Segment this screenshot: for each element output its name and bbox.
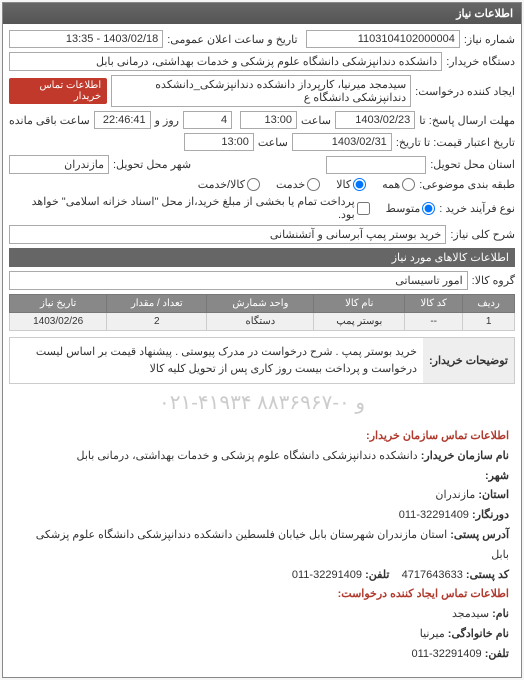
table-header-row: ردیف کد کالا نام کالا واحد شمارش تعداد /… xyxy=(10,295,515,313)
tel-label: تلفن: xyxy=(485,648,509,660)
org-value: دانشکده دندانپزشکی دانشگاه علوم پزشکی و … xyxy=(77,450,418,462)
process-mid-text: متوسط xyxy=(386,202,421,215)
remain-word: ساعت باقی مانده xyxy=(9,114,90,127)
group-label: گروه کالا: xyxy=(472,274,515,287)
deadline-time: 13:00 xyxy=(240,111,297,129)
class-service-text: خدمت xyxy=(276,178,305,191)
creator-field: سیدمجد میرنیا، کارپرداز دانشکده دندانپزش… xyxy=(111,75,411,107)
watermark: ۰۲۱-۴۱۹۳۴ و ۰-۸۸۳۶۹۶۷ xyxy=(9,384,515,421)
loc-city-label: شهر محل تحویل: xyxy=(113,158,191,171)
loc-state-label: استان محل تحویل: xyxy=(430,158,515,171)
loc-city-field: مازندران xyxy=(9,155,109,174)
col-2: نام کالا xyxy=(314,295,405,313)
process-label: نوع فرآیند خرید : xyxy=(439,202,515,215)
deadline-label: مهلت ارسال پاسخ: تا xyxy=(419,114,515,127)
class-good-text: کالا xyxy=(336,178,351,191)
class-all-radio[interactable]: همه xyxy=(382,178,415,191)
state-label: استان: xyxy=(478,489,509,501)
class-combo-input[interactable] xyxy=(247,178,260,191)
goods-table: ردیف کد کالا نام کالا واحد شمارش تعداد /… xyxy=(9,294,515,331)
buyer-notes: توضیحات خریدار: خرید بوستر پمپ . شرح درخ… xyxy=(9,337,515,384)
ann-time-field: 1403/02/18 - 13:35 xyxy=(9,30,163,48)
lname-value: میرنیا xyxy=(420,628,445,640)
credit-time: 13:00 xyxy=(184,133,254,151)
credit-date: 1403/02/31 xyxy=(292,133,392,151)
class-all-input[interactable] xyxy=(402,178,415,191)
remain-days: 4 xyxy=(183,111,232,129)
class-service-input[interactable] xyxy=(307,178,320,191)
req-no-field: 1103104102000004 xyxy=(306,30,460,48)
contact-header: اطلاعات تماس سازمان خریدار: xyxy=(15,427,509,447)
process-note-input[interactable] xyxy=(357,202,370,215)
cell-3: دستگاه xyxy=(207,313,314,331)
class-all-text: همه xyxy=(382,178,400,191)
city-label: شهر: xyxy=(485,470,509,482)
panel-title: اطلاعات نیاز xyxy=(3,3,521,24)
notes-label: توضیحات خریدار: xyxy=(423,338,514,383)
post-label: کد پستی: xyxy=(466,569,509,581)
cell-1: -- xyxy=(405,313,463,331)
class-good-input[interactable] xyxy=(353,178,366,191)
subject-label: شرح کلی نیاز: xyxy=(450,228,515,241)
address-value: استان مازندران شهرستان بابل خیابان فلسطی… xyxy=(36,529,509,561)
time-word-2: ساعت xyxy=(258,136,288,149)
cell-4: 2 xyxy=(107,313,207,331)
notes-text: خرید بوستر پمپ . شرح درخواست در مدرک پیو… xyxy=(10,338,423,383)
day-word: روز و xyxy=(155,114,179,127)
name-label: نام: xyxy=(492,608,509,620)
deadline-date: 1403/02/23 xyxy=(335,111,415,129)
col-4: تعداد / مقدار xyxy=(107,295,207,313)
time-word-1: ساعت xyxy=(301,114,331,127)
req-contact-header: اطلاعات تماس ایجاد کننده درخواست: xyxy=(15,585,509,605)
class-label: طبقه بندی موضوعی: xyxy=(419,178,515,191)
lname-label: نام خانوادگی: xyxy=(448,628,509,640)
buyer-field: دانشکده دندانپزشکی دانشگاه علوم پزشکی و … xyxy=(9,52,442,71)
ann-time-label: تاریخ و ساعت اعلان عمومی: xyxy=(167,33,297,46)
class-combo-radio[interactable]: کالا/خدمت xyxy=(198,178,260,191)
phone-value: 32291409-011 xyxy=(292,569,362,581)
class-combo-text: کالا/خدمت xyxy=(198,178,245,191)
class-service-radio[interactable]: خدمت xyxy=(276,178,320,191)
process-mid-radio[interactable]: متوسط xyxy=(386,202,436,215)
cell-2: بوستر پمپ xyxy=(314,313,405,331)
loc-state-field xyxy=(326,156,426,174)
phone-label: تلفن: xyxy=(365,569,389,581)
req-no-label: شماره نیاز: xyxy=(464,33,515,46)
contact-info: اطلاعات تماس سازمان خریدار: نام سازمان خ… xyxy=(9,421,515,671)
tel-value: 32291409-011 xyxy=(411,648,481,660)
credit-label: تاریخ اعتبار قیمت: تا تاریخ: xyxy=(396,136,515,149)
org-label: نام سازمان خریدار: xyxy=(421,450,509,462)
col-5: تاریخ نیاز xyxy=(10,295,107,313)
subject-field: خرید بوستر پمپ آبرسانی و آتشنشانی xyxy=(9,225,446,244)
group-field: امور تاسیساتی xyxy=(9,271,468,290)
col-1: کد کالا xyxy=(405,295,463,313)
remain-time: 22:46:41 xyxy=(94,111,151,129)
process-mid-input[interactable] xyxy=(422,202,435,215)
need-info-panel: اطلاعات نیاز شماره نیاز: 110310410200000… xyxy=(2,2,522,678)
col-0: ردیف xyxy=(463,295,515,313)
post-value: 4717643633 xyxy=(402,569,463,581)
creator-label: ایجاد کننده درخواست: xyxy=(415,85,515,98)
form-body: شماره نیاز: 1103104102000004 تاریخ و ساع… xyxy=(3,24,521,677)
buyer-contact-badge[interactable]: اطلاعات تماس خریدار xyxy=(9,78,107,104)
class-good-radio[interactable]: کالا xyxy=(336,178,366,191)
address-label: آدرس پستی: xyxy=(450,529,509,541)
table-row: 1 -- بوستر پمپ دستگاه 2 1403/02/26 xyxy=(10,313,515,331)
goods-header: اطلاعات کالاهای مورد نیاز xyxy=(9,248,515,267)
process-note-check[interactable]: پرداخت تمام یا بخشی از مبلغ خرید،از محل … xyxy=(21,195,370,221)
fax-value: 32291409-011 xyxy=(399,509,469,521)
state-value: مازندران xyxy=(435,489,475,501)
buyer-label: دستگاه خریدار: xyxy=(446,55,515,68)
cell-5: 1403/02/26 xyxy=(10,313,107,331)
col-3: واحد شمارش xyxy=(207,295,314,313)
fax-label: دورنگار: xyxy=(472,509,509,521)
process-note-text: پرداخت تمام یا بخشی از مبلغ خرید،از محل … xyxy=(21,195,355,221)
name-value: سیدمجد xyxy=(452,608,489,620)
cell-0: 1 xyxy=(463,313,515,331)
